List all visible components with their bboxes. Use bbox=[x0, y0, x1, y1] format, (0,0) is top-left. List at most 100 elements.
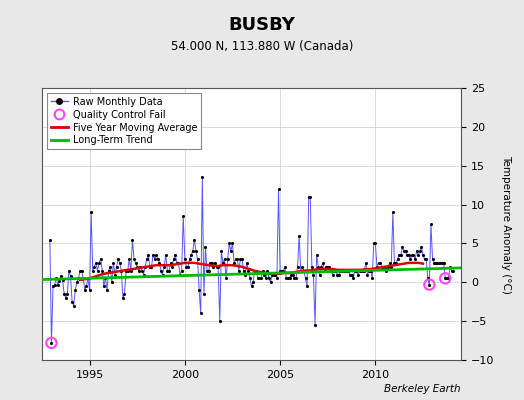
Point bbox=[185, 256, 194, 262]
Point bbox=[438, 260, 446, 266]
Point bbox=[428, 256, 436, 262]
Point bbox=[109, 260, 117, 266]
Point bbox=[387, 264, 396, 270]
Point bbox=[195, 287, 203, 293]
Point bbox=[436, 260, 445, 266]
Point bbox=[357, 268, 365, 274]
Point bbox=[89, 268, 97, 274]
Point bbox=[106, 264, 114, 270]
Point bbox=[111, 271, 119, 278]
Point bbox=[181, 256, 189, 262]
Point bbox=[114, 256, 122, 262]
Point bbox=[278, 268, 286, 274]
Point bbox=[196, 310, 205, 316]
Point bbox=[383, 268, 391, 274]
Point bbox=[351, 268, 359, 274]
Point bbox=[371, 240, 379, 247]
Point bbox=[206, 260, 214, 266]
Point bbox=[176, 271, 184, 278]
Point bbox=[53, 282, 62, 288]
Point bbox=[269, 271, 278, 278]
Point bbox=[265, 275, 273, 282]
Point bbox=[298, 264, 307, 270]
Point bbox=[343, 268, 351, 274]
Point bbox=[349, 275, 357, 282]
Point bbox=[209, 264, 217, 270]
Point bbox=[400, 248, 408, 254]
Text: Berkeley Earth: Berkeley Earth bbox=[385, 384, 461, 394]
Point bbox=[384, 264, 392, 270]
Point bbox=[381, 264, 389, 270]
Point bbox=[182, 264, 191, 270]
Point bbox=[214, 264, 222, 270]
Point bbox=[332, 268, 340, 274]
Point bbox=[325, 264, 333, 270]
Point bbox=[98, 268, 106, 274]
Point bbox=[373, 264, 381, 270]
Point bbox=[211, 260, 219, 266]
Point bbox=[314, 264, 322, 270]
Point bbox=[141, 264, 149, 270]
Legend: Raw Monthly Data, Quality Control Fail, Five Year Moving Average, Long-Term Tren: Raw Monthly Data, Quality Control Fail, … bbox=[47, 93, 201, 149]
Point bbox=[144, 252, 152, 258]
Point bbox=[246, 275, 254, 282]
Point bbox=[132, 260, 140, 266]
Point bbox=[244, 268, 253, 274]
Point bbox=[67, 273, 75, 279]
Point bbox=[300, 268, 308, 274]
Point bbox=[68, 298, 77, 305]
Point bbox=[220, 256, 228, 262]
Point bbox=[101, 275, 110, 282]
Point bbox=[346, 271, 354, 278]
Point bbox=[365, 268, 373, 274]
Point bbox=[60, 291, 68, 297]
Point bbox=[85, 287, 94, 293]
Point bbox=[377, 264, 386, 270]
Point bbox=[193, 256, 202, 262]
Point bbox=[358, 268, 367, 274]
Point bbox=[225, 240, 234, 247]
Point bbox=[386, 260, 394, 266]
Point bbox=[355, 268, 364, 274]
Point bbox=[200, 291, 208, 297]
Point bbox=[263, 268, 271, 274]
Point bbox=[419, 252, 427, 258]
Point bbox=[338, 268, 346, 274]
Point bbox=[317, 264, 325, 270]
Point bbox=[228, 240, 237, 247]
Point bbox=[227, 248, 235, 254]
Point bbox=[78, 268, 86, 274]
Point bbox=[239, 268, 248, 274]
Point bbox=[46, 236, 54, 243]
Point bbox=[449, 268, 457, 274]
Point bbox=[247, 283, 256, 289]
Point bbox=[416, 248, 424, 254]
Point bbox=[219, 260, 227, 266]
Point bbox=[323, 264, 332, 270]
Point bbox=[149, 252, 157, 258]
Point bbox=[158, 271, 167, 278]
Point bbox=[319, 260, 327, 266]
Point bbox=[224, 256, 232, 262]
Point bbox=[124, 268, 132, 274]
Point bbox=[389, 209, 397, 216]
Point bbox=[425, 282, 433, 288]
Point bbox=[304, 194, 313, 200]
Point bbox=[405, 252, 413, 258]
Point bbox=[411, 256, 419, 262]
Point bbox=[435, 260, 443, 266]
Point bbox=[443, 275, 451, 282]
Point bbox=[340, 268, 348, 274]
Point bbox=[119, 295, 127, 301]
Point bbox=[198, 174, 206, 180]
Point bbox=[81, 287, 89, 293]
Point bbox=[84, 275, 92, 282]
Point bbox=[171, 252, 180, 258]
Point bbox=[95, 260, 103, 266]
Text: BUSBY: BUSBY bbox=[228, 16, 296, 34]
Point bbox=[117, 268, 126, 274]
Point bbox=[395, 252, 403, 258]
Point bbox=[65, 268, 73, 274]
Point bbox=[275, 186, 283, 192]
Point bbox=[122, 268, 130, 274]
